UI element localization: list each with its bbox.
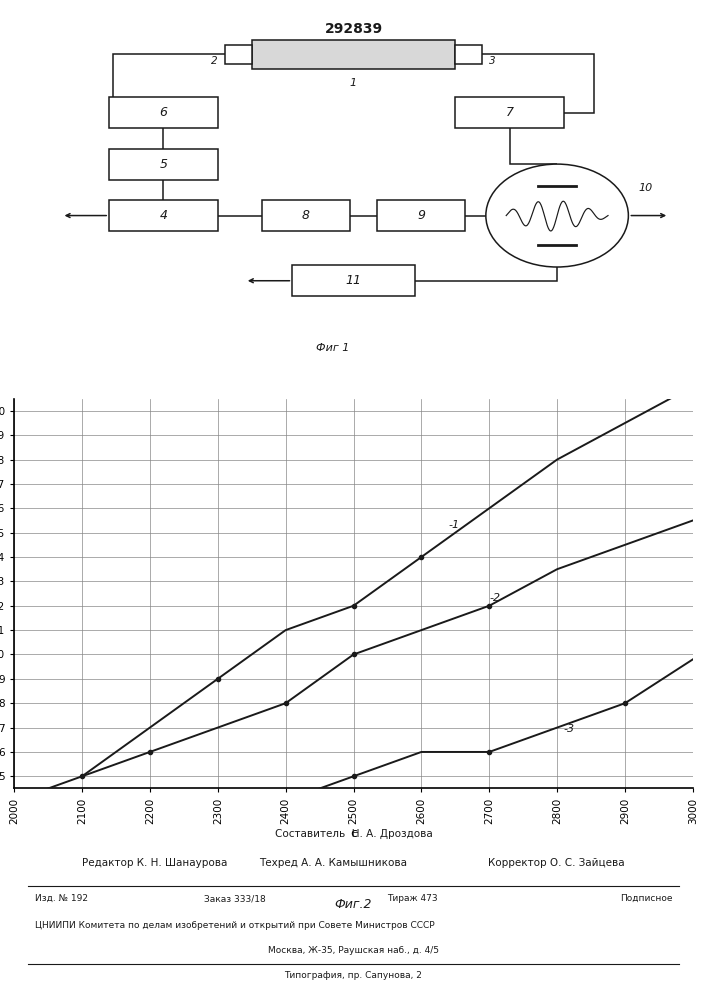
Text: 7: 7 [506, 106, 513, 119]
Text: Заказ 333/18: Заказ 333/18 [204, 894, 266, 903]
Bar [455, 97, 564, 128]
Text: Подписное: Подписное [620, 894, 672, 903]
Bar [109, 149, 218, 180]
Text: Тираж 473: Тираж 473 [387, 894, 438, 903]
Text: Составитель  Н. А. Дроздова: Составитель Н. А. Дроздова [274, 829, 433, 839]
Bar [225, 45, 252, 64]
Text: 2: 2 [211, 56, 218, 66]
Text: 6: 6 [160, 106, 168, 119]
Ellipse shape [486, 164, 629, 267]
Text: 292839: 292839 [325, 22, 382, 36]
Bar [109, 97, 218, 128]
Text: Фиг 1: Фиг 1 [317, 343, 350, 353]
Text: 4: 4 [160, 209, 168, 222]
Text: 9: 9 [417, 209, 426, 222]
Text: 8: 8 [302, 209, 310, 222]
Bar [262, 200, 350, 231]
Bar [378, 200, 465, 231]
Bar [293, 265, 414, 296]
Text: Редактор К. Н. Шанаурова: Редактор К. Н. Шанаурова [82, 858, 228, 868]
X-axis label: c: c [350, 827, 357, 840]
Bar [455, 45, 482, 64]
Text: -2: -2 [489, 593, 501, 603]
Text: Техред А. А. Камышникова: Техред А. А. Камышникова [259, 858, 407, 868]
Text: 10: 10 [638, 183, 653, 193]
Text: 11: 11 [346, 274, 361, 287]
Text: 3: 3 [489, 56, 496, 66]
Bar [252, 40, 455, 69]
Bar [252, 40, 455, 69]
Text: -1: -1 [448, 520, 460, 530]
Text: Корректор О. С. Зайцева: Корректор О. С. Зайцева [489, 858, 625, 868]
Text: Типография, пр. Сапунова, 2: Типография, пр. Сапунова, 2 [284, 971, 423, 980]
Text: Москва, Ж-35, Раушская наб., д. 4/5: Москва, Ж-35, Раушская наб., д. 4/5 [268, 946, 439, 955]
Text: ЦНИИПИ Комитета по делам изобретений и открытий при Совете Министров СССР: ЦНИИПИ Комитета по делам изобретений и о… [35, 921, 434, 930]
Text: Фиг.2: Фиг.2 [334, 898, 373, 911]
Bar [109, 200, 218, 231]
Text: -3: -3 [564, 724, 575, 734]
Text: 1: 1 [350, 78, 357, 88]
Text: 5: 5 [160, 158, 168, 171]
Text: Изд. № 192: Изд. № 192 [35, 894, 88, 903]
